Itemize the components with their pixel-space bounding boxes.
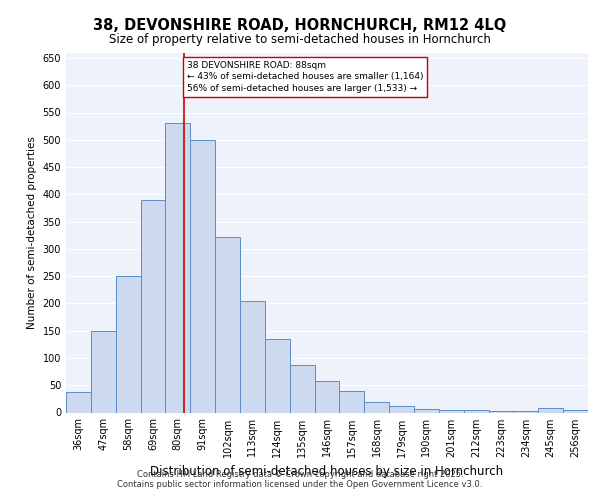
Bar (190, 140, 215, 412)
Y-axis label: Number of semi-detached properties: Number of semi-detached properties (27, 136, 37, 329)
Bar (116, 276, 140, 412)
Text: Contains HM Land Registry data © Crown copyright and database right 2025.
Contai: Contains HM Land Registry data © Crown c… (118, 470, 482, 489)
X-axis label: Distribution of semi-detached houses by size in Hornchurch: Distribution of semi-detached houses by … (151, 465, 503, 478)
Bar (563, 410, 588, 412)
Bar (514, 411, 538, 412)
Bar (91, 330, 116, 412)
Bar (364, 402, 389, 412)
Bar (340, 390, 364, 412)
Bar (265, 339, 290, 412)
Bar (215, 237, 240, 412)
Bar (389, 406, 414, 412)
Bar (538, 408, 563, 412)
Bar (464, 410, 488, 412)
Bar (140, 200, 166, 412)
Bar (66, 392, 91, 412)
Bar (290, 365, 314, 412)
Bar (166, 124, 190, 412)
Bar (240, 300, 265, 412)
Bar (439, 410, 464, 412)
Bar (488, 411, 514, 412)
Text: Size of property relative to semi-detached houses in Hornchurch: Size of property relative to semi-detach… (109, 32, 491, 46)
Text: 38, DEVONSHIRE ROAD, HORNCHURCH, RM12 4LQ: 38, DEVONSHIRE ROAD, HORNCHURCH, RM12 4L… (94, 18, 506, 32)
Bar (414, 408, 439, 412)
Bar (314, 382, 340, 412)
Text: 38 DEVONSHIRE ROAD: 88sqm
← 43% of semi-detached houses are smaller (1,164)
56% : 38 DEVONSHIRE ROAD: 88sqm ← 43% of semi-… (187, 60, 424, 94)
